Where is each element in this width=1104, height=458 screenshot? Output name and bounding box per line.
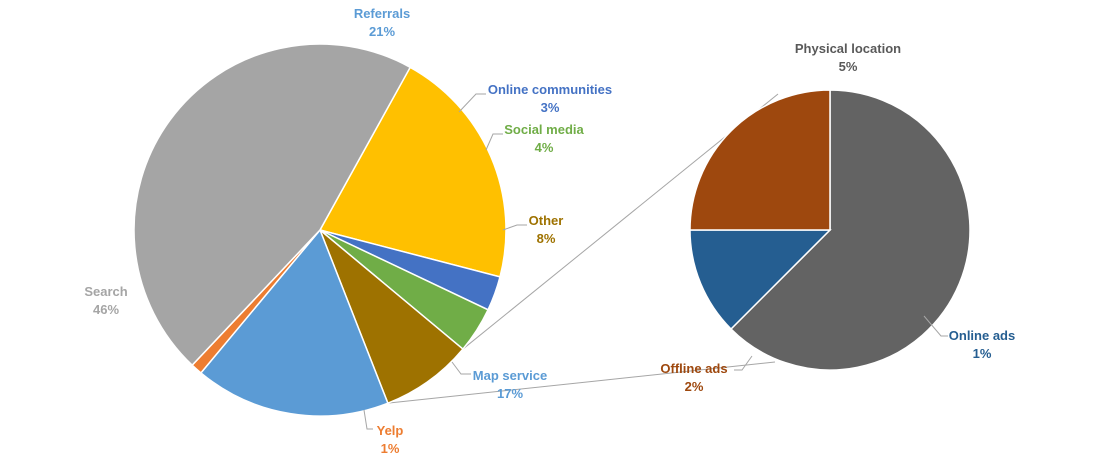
leader-offline-ads bbox=[734, 355, 753, 371]
value-label-social-media: 4% bbox=[535, 140, 554, 155]
secondary-pie bbox=[689, 89, 971, 371]
value-label-search: 46% bbox=[93, 302, 119, 317]
leader-map-service bbox=[451, 361, 471, 375]
slice-online-ads bbox=[689, 229, 832, 331]
label-physical-location: Physical location bbox=[795, 41, 901, 56]
label-yelp: Yelp bbox=[377, 423, 404, 438]
value-label-other: 8% bbox=[537, 231, 556, 246]
value-label-online-communities: 3% bbox=[541, 100, 560, 115]
label-search: Search bbox=[84, 284, 127, 299]
value-label-referrals: 21% bbox=[369, 24, 395, 39]
main-pie bbox=[133, 43, 507, 417]
leader-online-communities bbox=[458, 93, 486, 113]
leader-social-media bbox=[485, 133, 503, 151]
label-map-service: Map service bbox=[473, 368, 547, 383]
value-label-online-ads: 1% bbox=[973, 346, 992, 361]
label-online-ads: Online ads bbox=[949, 328, 1015, 343]
value-label-physical-location: 5% bbox=[839, 59, 858, 74]
leader-other bbox=[502, 224, 527, 231]
label-offline-ads: Offline ads bbox=[660, 361, 727, 376]
label-other: Other bbox=[529, 213, 564, 228]
data-labels: Referrals 21% Online communities 3% Social m… bbox=[84, 6, 1015, 456]
slice-map-service bbox=[199, 228, 389, 417]
leader-online-ads bbox=[923, 315, 948, 337]
slice-physical-location bbox=[729, 89, 971, 371]
value-label-offline-ads: 2% bbox=[685, 379, 704, 394]
label-online-communities: Online communities bbox=[488, 82, 612, 97]
label-referrals: Referrals bbox=[354, 6, 410, 21]
leader-yelp bbox=[363, 409, 373, 430]
leader-lines bbox=[363, 93, 948, 430]
slice-search bbox=[133, 43, 412, 367]
value-label-map-service: 17% bbox=[497, 386, 523, 401]
connector-line-bottom bbox=[387, 361, 776, 404]
slice-referrals bbox=[318, 66, 507, 278]
value-label-yelp: 1% bbox=[381, 441, 400, 456]
label-social-media: Social media bbox=[504, 122, 584, 137]
slice-offline-ads bbox=[689, 89, 831, 231]
slice-other bbox=[319, 229, 464, 405]
